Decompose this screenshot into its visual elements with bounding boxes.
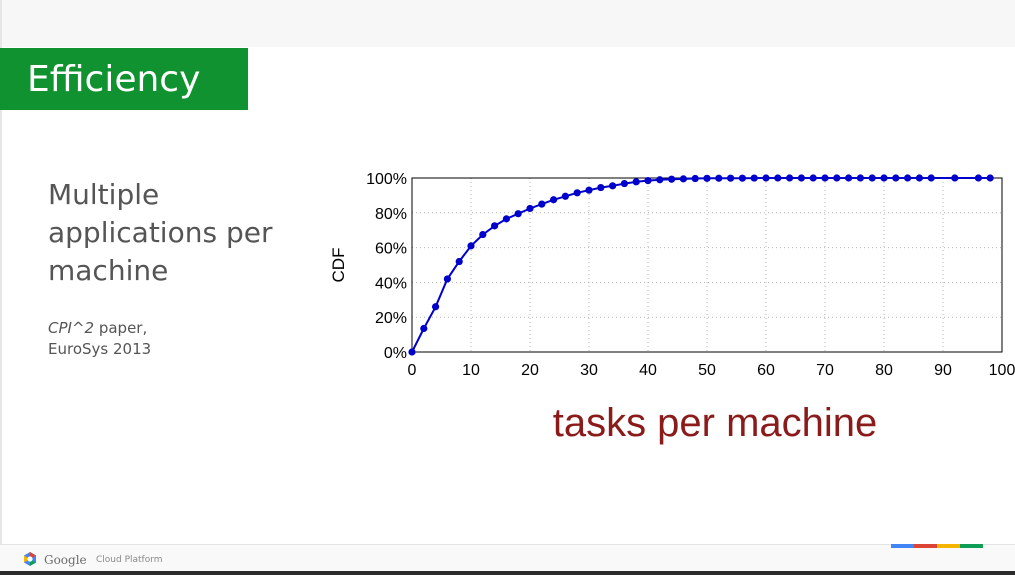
cdf-data-point xyxy=(915,174,924,182)
footer-stripe xyxy=(960,544,983,548)
slide-left-edge xyxy=(0,0,2,575)
y-tick-label: 0% xyxy=(384,345,407,362)
cdf-data-point xyxy=(432,303,440,311)
cdf-data-point xyxy=(715,174,723,182)
cdf-data-point xyxy=(573,189,581,197)
footer-stripe xyxy=(937,544,960,548)
cdf-data-point xyxy=(668,175,676,183)
y-tick-label: 40% xyxy=(375,275,407,292)
cdf-data-point xyxy=(443,275,451,283)
cdf-data-point xyxy=(809,174,817,182)
cdf-data-point xyxy=(951,174,959,182)
cdf-data-point xyxy=(679,175,688,183)
citation-paper-suffix: paper, xyxy=(94,319,148,337)
y-tick-label: 80% xyxy=(375,206,407,223)
cdf-data-point xyxy=(703,174,711,182)
cdf-data-point xyxy=(585,186,593,194)
x-tick-label: 80 xyxy=(875,362,893,379)
y-tick-label: 60% xyxy=(375,241,407,258)
citation-venue: EuroSys 2013 xyxy=(48,340,152,358)
cdf-data-point xyxy=(892,174,900,182)
cdf-data-point xyxy=(408,348,416,356)
cdf-series-line xyxy=(411,177,991,353)
cdf-data-point xyxy=(904,174,912,182)
x-axis-label: tasks per machine xyxy=(553,401,878,445)
cdf-data-point xyxy=(491,222,499,230)
cdf-data-point xyxy=(927,174,935,182)
slide-top-strip xyxy=(0,0,1015,47)
cdf-data-point xyxy=(797,174,806,182)
cdf-data-point xyxy=(856,174,865,182)
cdf-data-point xyxy=(479,230,487,239)
footer-stripe xyxy=(891,544,914,548)
cdf-data-point xyxy=(833,174,841,182)
cdf-data-point xyxy=(786,174,794,182)
cdf-data-point xyxy=(620,179,629,188)
cdf-data-point xyxy=(597,183,605,192)
footer-stripe xyxy=(914,544,937,548)
footer-brand-google: Google xyxy=(44,553,87,567)
cdf-data-point xyxy=(750,174,758,182)
cdf-data-point xyxy=(514,210,522,218)
cdf-data-point xyxy=(550,196,558,204)
x-tick-label: 100 xyxy=(989,362,1015,379)
cdf-data-point xyxy=(420,324,428,333)
cdf-data-point xyxy=(526,204,534,213)
citation: CPI^2 paper, EuroSys 2013 xyxy=(48,318,278,360)
cdf-data-point xyxy=(774,174,782,182)
cdf-data-point xyxy=(538,200,546,208)
y-tick-label: 100% xyxy=(366,171,407,188)
x-tick-label: 90 xyxy=(934,362,952,379)
cdf-data-point xyxy=(656,176,664,184)
x-tick-label: 70 xyxy=(816,362,834,379)
cdf-data-point xyxy=(880,174,888,182)
citation-paper-name: CPI^2 xyxy=(48,319,95,337)
cdf-data-point xyxy=(561,192,570,200)
x-tick-label: 30 xyxy=(580,362,598,379)
cdf-data-point xyxy=(502,215,510,223)
cdf-data-point xyxy=(845,174,853,182)
cdf-data-point xyxy=(727,174,735,182)
google-cloud-logo-icon xyxy=(24,552,36,566)
bullet-text: Multiple applications per machine xyxy=(48,178,273,287)
chart-gridlines xyxy=(412,178,1002,352)
x-tick-label: 50 xyxy=(698,362,716,379)
cdf-data-point xyxy=(644,177,652,185)
x-tick-label: 0 xyxy=(408,362,417,379)
cdf-data-point xyxy=(986,174,994,182)
cdf-data-point xyxy=(632,178,640,186)
title-banner xyxy=(0,48,248,110)
x-tick-label: 60 xyxy=(757,362,775,379)
y-axis-label: CDF xyxy=(329,248,348,283)
y-tick-label: 20% xyxy=(375,310,407,327)
x-tick-label: 10 xyxy=(462,362,480,379)
x-tick-label: 40 xyxy=(639,362,657,379)
cdf-data-point xyxy=(609,182,617,190)
cdf-data-point xyxy=(467,242,475,250)
x-tick-label: 20 xyxy=(521,362,539,379)
cdf-data-point xyxy=(738,174,747,182)
slide-title: Efficiency xyxy=(27,59,201,100)
cdf-data-point xyxy=(974,174,983,182)
cdf-data-point xyxy=(868,174,876,182)
bottom-edge-bar xyxy=(0,571,1015,575)
slide-footer xyxy=(0,545,1015,571)
cdf-data-point xyxy=(821,174,829,182)
chart-ticks: 0 10 20 30 40 50 60 70 80 90 100 0% 20% 40% 60% 80% 100% xyxy=(366,171,1015,379)
chart-plot-frame xyxy=(411,177,1003,353)
cdf-data-point xyxy=(762,174,770,182)
cdf-data-point xyxy=(455,257,463,266)
cdf-series-points xyxy=(408,174,994,356)
footer-divider xyxy=(0,544,1015,545)
cdf-data-point xyxy=(691,174,699,183)
footer-brand-product: Cloud Platform xyxy=(96,555,163,565)
